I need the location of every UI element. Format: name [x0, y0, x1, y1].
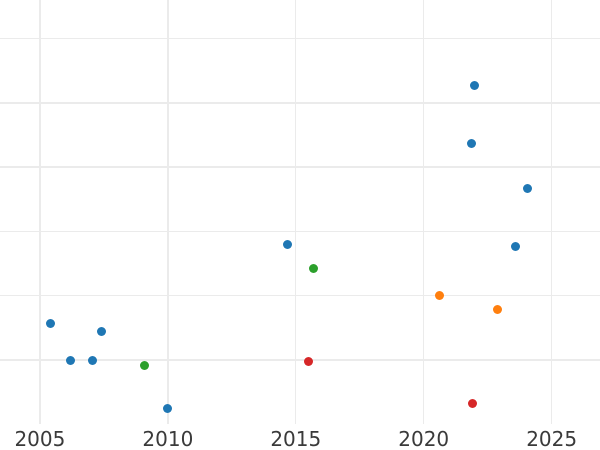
y-gridline	[0, 359, 600, 361]
data-point-blue	[283, 239, 293, 249]
data-point-blue	[88, 355, 98, 365]
y-gridline	[0, 37, 600, 40]
data-point-blue	[97, 326, 107, 336]
data-point-green	[309, 263, 319, 273]
x-tick-label: 2020	[398, 427, 450, 450]
x-gridline	[167, 0, 169, 425]
x-tick-label: 2025	[526, 427, 578, 450]
data-point-red	[304, 357, 314, 367]
data-point-blue	[522, 183, 532, 193]
data-point-orange	[493, 304, 503, 314]
x-gridline	[550, 0, 553, 425]
data-point-green	[140, 360, 150, 370]
x-gridline	[423, 0, 425, 425]
data-point-red	[467, 399, 477, 409]
y-gridline	[0, 166, 600, 168]
data-point-orange	[434, 290, 444, 300]
data-point-blue	[466, 138, 476, 148]
x-gridline	[39, 0, 41, 425]
x-tick-label: 2005	[14, 427, 66, 450]
x-tick-label: 2015	[270, 427, 322, 450]
data-point-blue	[163, 404, 173, 414]
data-point-blue	[470, 81, 480, 90]
x-gridline	[295, 0, 297, 425]
y-gridline	[0, 102, 600, 104]
x-tick-label: 2010	[142, 427, 194, 450]
y-gridline	[0, 230, 600, 233]
data-point-blue	[511, 241, 521, 251]
y-gridline	[0, 295, 600, 297]
data-point-blue	[66, 355, 76, 365]
data-point-blue	[46, 318, 56, 328]
